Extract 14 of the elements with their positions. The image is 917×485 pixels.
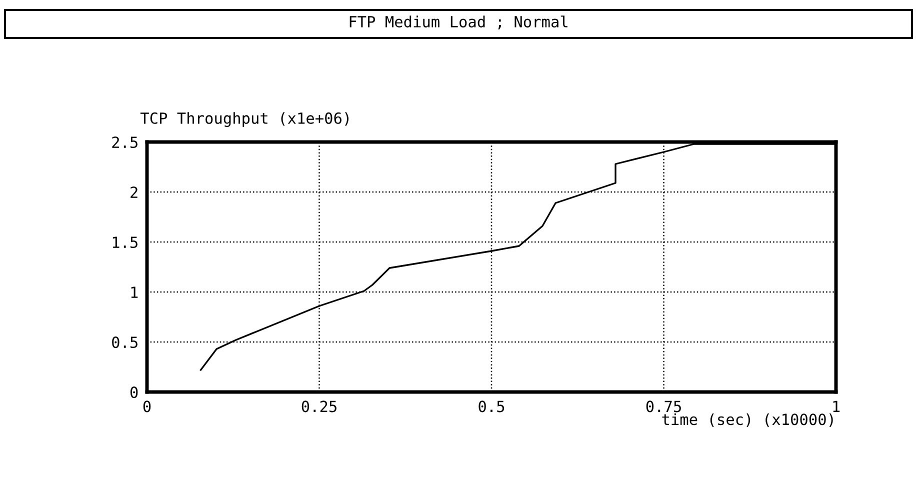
- x-axis-title: time (sec) (x10000): [662, 413, 833, 427]
- y-tick-label: 0: [130, 386, 138, 398]
- x-tick-label: 0: [143, 400, 151, 412]
- x-tick-label: 0.5: [478, 400, 504, 412]
- y-tick-label: 0.5: [112, 336, 138, 348]
- x-tick-label: 0.75: [646, 400, 681, 412]
- y-tick-label: 1: [131, 286, 138, 298]
- x-tick-label: 0.25: [302, 400, 336, 412]
- y-axis-title: TCP Throughput (x1e+06): [140, 112, 348, 127]
- chart-title: FTP Medium Load ; Normal: [350, 16, 568, 30]
- y-tick-label: 1.5: [112, 236, 138, 248]
- x-tick-label: 1: [833, 400, 840, 412]
- y-tick-label: 2: [130, 186, 138, 198]
- y-tick-label: 2.5: [112, 136, 138, 148]
